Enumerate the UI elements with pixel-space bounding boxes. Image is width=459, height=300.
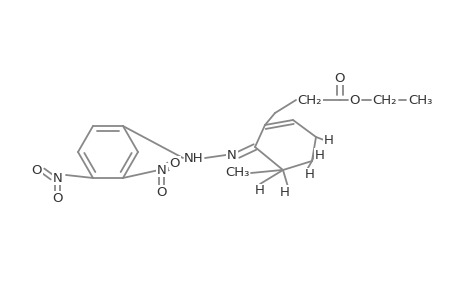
Text: CH₃: CH₃ xyxy=(407,94,431,106)
Text: N: N xyxy=(157,164,167,176)
Text: H: H xyxy=(280,185,289,199)
Text: H: H xyxy=(304,169,314,182)
Text: H: H xyxy=(323,134,333,146)
Text: O: O xyxy=(169,157,180,169)
Text: H: H xyxy=(254,184,264,197)
Text: O: O xyxy=(32,164,42,176)
Text: H: H xyxy=(314,148,324,161)
Text: O: O xyxy=(334,71,345,85)
Text: CH₂: CH₂ xyxy=(297,94,322,106)
Text: CH₂: CH₂ xyxy=(372,94,397,106)
Text: N: N xyxy=(53,172,63,184)
Text: NH: NH xyxy=(184,152,203,164)
Text: O: O xyxy=(53,191,63,205)
Text: O: O xyxy=(157,185,167,199)
Text: CH₃: CH₃ xyxy=(224,167,249,179)
Text: N: N xyxy=(227,148,236,161)
Text: O: O xyxy=(349,94,359,106)
